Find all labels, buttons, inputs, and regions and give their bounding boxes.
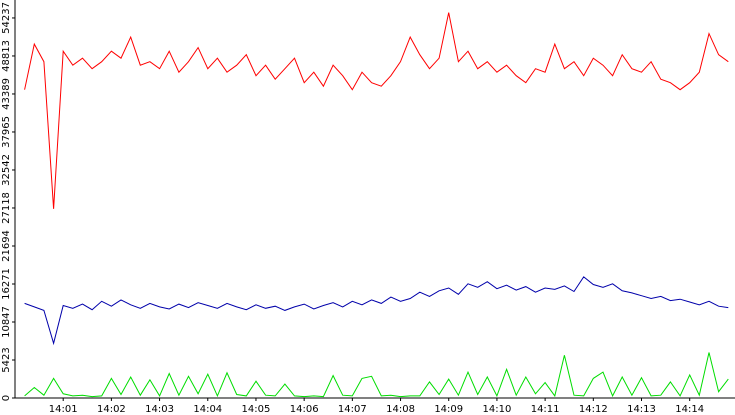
x-tick-label: 14:11	[531, 404, 560, 415]
y-tick-label: 27118	[1, 192, 12, 224]
series-line	[24, 12, 729, 209]
x-tick-label: 14:03	[145, 404, 174, 415]
series-line	[24, 276, 729, 346]
y-tick-label: 21694	[1, 230, 12, 262]
x-tick-label: 14:09	[434, 404, 463, 415]
x-tick-label: 14:10	[483, 404, 512, 415]
y-tick-label: 5423	[1, 347, 12, 372]
x-tick-label: 14:13	[627, 404, 656, 415]
y-tick-label: 16271	[1, 268, 12, 300]
y-tick-label: 37965	[1, 116, 12, 148]
x-tick-label: 14:07	[338, 404, 367, 415]
x-tick-label: 14:04	[193, 404, 222, 415]
x-tick-label: 14:02	[97, 404, 126, 415]
x-tick-label: 14:12	[579, 404, 608, 415]
y-tick-label: 10847	[1, 306, 12, 338]
x-tick-label: 14:08	[386, 404, 415, 415]
x-tick-label: 14:05	[242, 404, 271, 415]
x-tick-label: 14:01	[49, 404, 78, 415]
y-tick-label: 54237	[1, 2, 12, 34]
x-tick-label: 14:06	[290, 404, 319, 415]
y-tick-label: 0	[1, 395, 12, 401]
x-tick-label: 14:14	[675, 404, 704, 415]
y-tick-label: 43389	[1, 78, 12, 110]
y-tick-label: 48813	[1, 40, 12, 72]
y-tick-label: 32542	[1, 154, 12, 186]
series-line	[24, 352, 729, 398]
